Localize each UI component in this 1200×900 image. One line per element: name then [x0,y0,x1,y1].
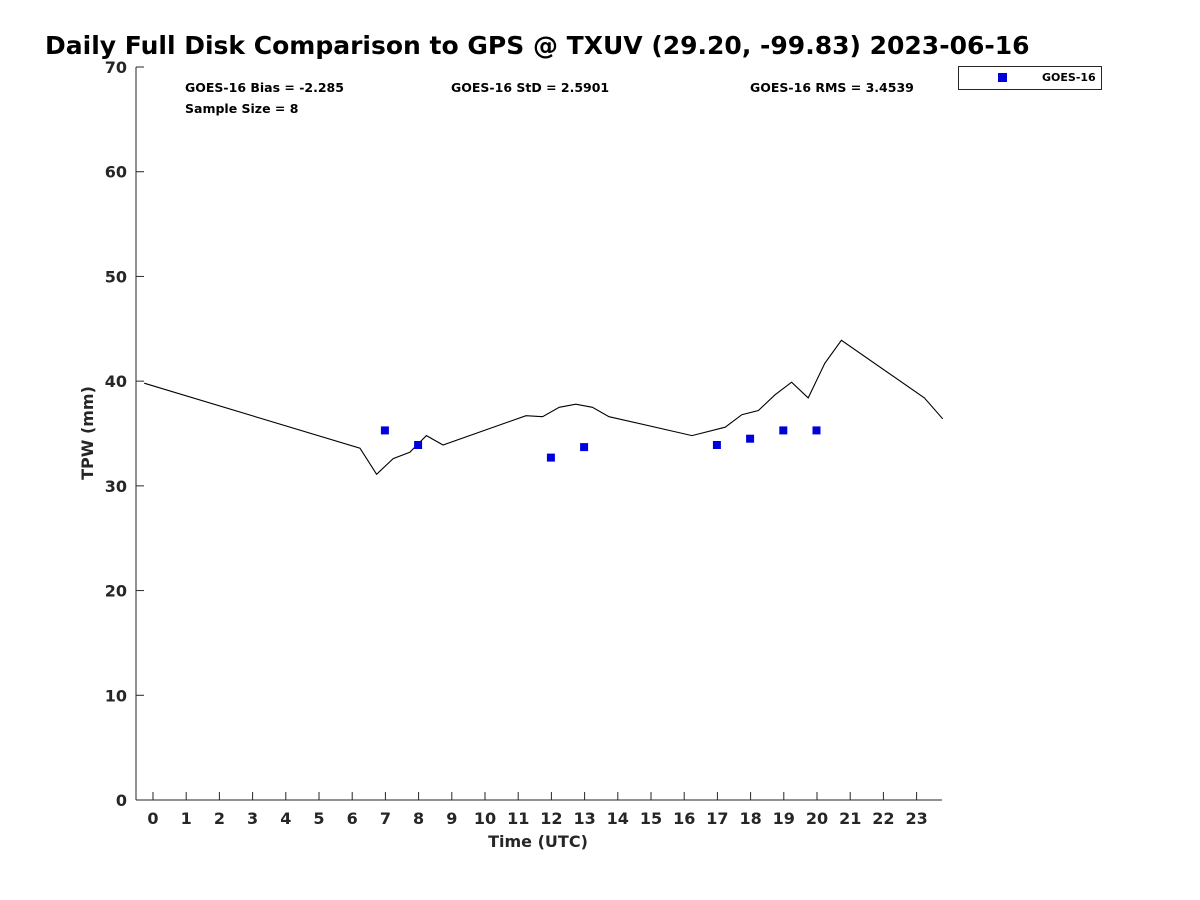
x-ticks: 0 1 2 3 4 5 6 7 8 9 10 11 12 13 14 15 16 17 18 19 20 21 22 23 [147,792,928,828]
x-tick-label: 11 [507,809,529,828]
goes16-point [580,443,589,452]
x-tick-label: 21 [839,809,861,828]
x-tick-label: 18 [739,809,761,828]
gps-tpw-line [144,339,944,476]
bias-stat: GOES-16 Bias = -2.285 [185,80,344,95]
x-tick-label: 22 [872,809,894,828]
rms-stat: GOES-16 RMS = 3.4539 [750,80,914,95]
x-tick-label: 13 [573,809,595,828]
line-series [144,339,944,476]
x-tick-label: 20 [806,809,828,828]
x-tick-label: 23 [905,809,927,828]
std-stat: GOES-16 StD = 2.5901 [451,80,609,95]
y-axis-label: TPW (mm) [78,386,97,480]
y-tick-label: 0 [116,791,127,810]
x-tick-label: 10 [474,809,496,828]
y-tick-label: 10 [105,686,127,705]
x-tick-label: 16 [673,809,695,828]
x-tick-label: 12 [540,809,562,828]
goes16-point [546,453,555,462]
x-tick-label: 19 [773,809,795,828]
sample-size-stat: Sample Size = 8 [185,101,298,116]
y-tick-label: 20 [105,582,127,601]
legend-label: GOES-16 [1042,71,1096,84]
goes16-point [746,434,755,443]
goes16-point [712,441,721,449]
y-ticks: 0 10 20 30 40 50 60 70 [105,58,144,810]
x-tick-label: 14 [607,809,629,828]
legend: GOES-16 [958,66,1102,90]
x-axis-label: Time (UTC) [488,832,588,851]
y-tick-label: 60 [105,163,127,182]
y-tick-label: 50 [105,267,127,286]
y-tick-label: 40 [105,372,127,391]
x-tick-label: 9 [446,809,457,828]
goes16-point [779,426,788,435]
legend-marker [998,73,1007,82]
x-tick-label: 5 [313,809,324,828]
x-tick-label: 0 [147,809,158,828]
scatter-series [380,426,821,462]
x-tick-label: 1 [181,809,192,828]
axes [135,67,942,801]
y-tick-label: 30 [105,477,127,496]
goes16-point [812,426,821,435]
chart-title: Daily Full Disk Comparison to GPS @ TXUV… [45,31,1030,60]
x-tick-label: 6 [347,809,358,828]
x-tick-label: 2 [214,809,225,828]
x-tick-label: 7 [380,809,391,828]
x-tick-label: 17 [706,809,728,828]
x-tick-label: 4 [280,809,291,828]
y-tick-label: 70 [105,58,127,77]
goes16-point [414,441,423,449]
x-tick-label: 15 [640,809,662,828]
goes16-point [380,426,389,435]
x-tick-label: 3 [247,809,258,828]
legend-box [958,66,1102,90]
x-tick-label: 8 [413,809,424,828]
